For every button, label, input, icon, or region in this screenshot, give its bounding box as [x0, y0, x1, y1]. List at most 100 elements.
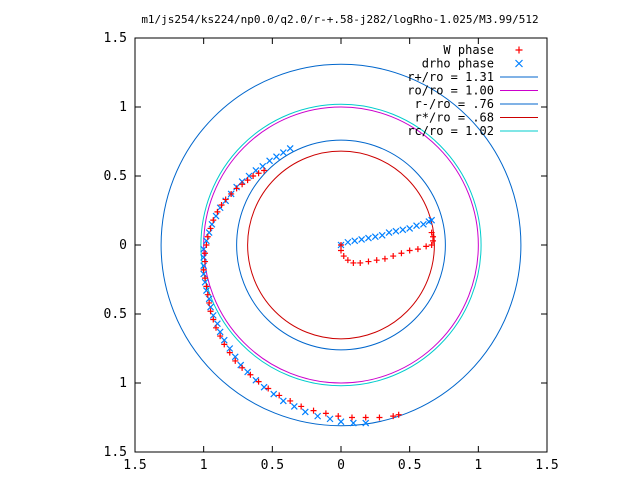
y-tick-label: 1: [119, 100, 127, 115]
legend-label: ro/ro = 1.00: [407, 84, 494, 98]
drho-phase-point: [244, 368, 252, 376]
drho-phase-point: [231, 353, 239, 361]
drho-phase-point: [349, 419, 357, 427]
drho-phase-point: [209, 311, 217, 319]
w-phase-point: [344, 257, 351, 264]
drho-phase-point: [371, 233, 379, 241]
drho-phase-point: [207, 303, 214, 311]
w-phase-point: [414, 246, 421, 253]
w-phase-point: [222, 196, 229, 203]
w-phase-point: [203, 242, 210, 248]
legend-label: drho phase: [422, 57, 494, 71]
w-phase-point: [255, 378, 262, 385]
circle-1-02: [200, 103, 482, 387]
drho-phase-point: [205, 295, 213, 303]
circle-1-31: [160, 63, 522, 427]
drho-phase-point: [237, 361, 245, 369]
y-tick-label: 0.5: [104, 307, 127, 322]
w-phase-point: [276, 392, 283, 399]
w-phase-point: [298, 403, 305, 410]
phase-points: [200, 144, 437, 427]
w-phase-point: [362, 414, 369, 421]
drho-phase-point: [216, 328, 224, 336]
drho-phase-point: [205, 229, 213, 237]
y-tick-label: 0.5: [104, 169, 127, 184]
w-phase-point: [204, 233, 211, 240]
drho-phase-point: [326, 415, 334, 423]
w-phase-point: [423, 243, 430, 250]
chart-title: m1/js254/ks224/np0.0/q2.0/r-+.58-j282/lo…: [141, 13, 538, 26]
w-phase-point: [202, 250, 209, 257]
w-phase-point: [207, 225, 214, 232]
w-phase-point: [338, 242, 344, 248]
drho-phase-point: [365, 234, 372, 242]
w-phase-point: [210, 217, 217, 224]
w-phase-point: [247, 371, 254, 378]
drho-phase-point: [413, 222, 420, 230]
w-phase-point: [322, 410, 329, 417]
x-tick-label: 1.5: [535, 458, 558, 473]
x-tick-label: 0.5: [261, 458, 284, 473]
w-phase-point: [239, 181, 246, 188]
w-phase-point: [428, 242, 435, 248]
w-phase-point: [202, 275, 209, 282]
x-tick-label: 1: [474, 458, 482, 473]
w-phase-point: [207, 308, 214, 315]
axis-ticks: 1.5 1 0.5 0 0.5 1 1.51.510.500.511.5: [104, 31, 559, 473]
w-phase-point: [390, 413, 397, 420]
legend-marker: [515, 59, 523, 68]
w-phase-point: [398, 250, 405, 257]
w-phase-point: [395, 411, 402, 418]
drho-phase-point: [266, 157, 274, 165]
w-phase-point: [430, 237, 437, 244]
w-phase-point: [221, 341, 228, 348]
drho-phase-point: [273, 153, 280, 161]
drho-phase-point: [245, 172, 253, 180]
w-phase-point: [200, 266, 207, 273]
drho-phase-point: [385, 229, 393, 237]
drho-phase-point: [212, 212, 220, 220]
w-phase-point: [310, 407, 317, 414]
y-tick-label: 1: [119, 376, 127, 391]
w-phase-point: [406, 247, 413, 254]
w-phase-point: [244, 177, 251, 184]
w-phase-point: [340, 253, 347, 260]
w-phase-point: [338, 247, 344, 254]
y-tick-label: 1.5: [104, 31, 127, 46]
w-phase-point: [376, 414, 383, 421]
drho-phase-point: [419, 220, 427, 228]
legend-label: W phase: [443, 43, 494, 57]
drho-phase-point: [259, 162, 267, 170]
w-phase-point: [213, 324, 220, 331]
x-tick-label: 0: [337, 458, 345, 473]
legend-marker: [515, 46, 523, 54]
y-tick-label: 0: [119, 238, 127, 253]
w-phase-point: [350, 259, 357, 266]
drho-phase-point: [200, 270, 208, 278]
w-phase-point: [218, 201, 225, 208]
w-phase-point: [203, 283, 210, 290]
drho-phase-point: [202, 287, 210, 294]
drho-phase-point: [286, 144, 294, 152]
w-phase-point: [239, 364, 246, 371]
w-phase-point: [228, 190, 235, 197]
w-phase-point: [265, 385, 272, 392]
drho-phase-point: [201, 278, 209, 286]
drho-phase-point: [216, 204, 224, 212]
w-phase-point: [226, 349, 233, 356]
x-tick-label: 1.5: [123, 458, 146, 473]
drho-phase-point: [270, 390, 278, 398]
w-phase-point: [217, 333, 224, 340]
drho-phase-point: [406, 225, 414, 232]
x-tick-label: 1: [200, 458, 208, 473]
drho-phase-point: [279, 397, 287, 405]
drho-phase-point: [358, 236, 366, 243]
drho-phase-point: [351, 237, 359, 245]
w-phase-point: [232, 357, 239, 364]
drho-phase-point: [200, 245, 208, 253]
drho-phase-point: [337, 418, 345, 426]
w-phase-point: [250, 173, 257, 179]
w-phase-point: [365, 258, 372, 265]
